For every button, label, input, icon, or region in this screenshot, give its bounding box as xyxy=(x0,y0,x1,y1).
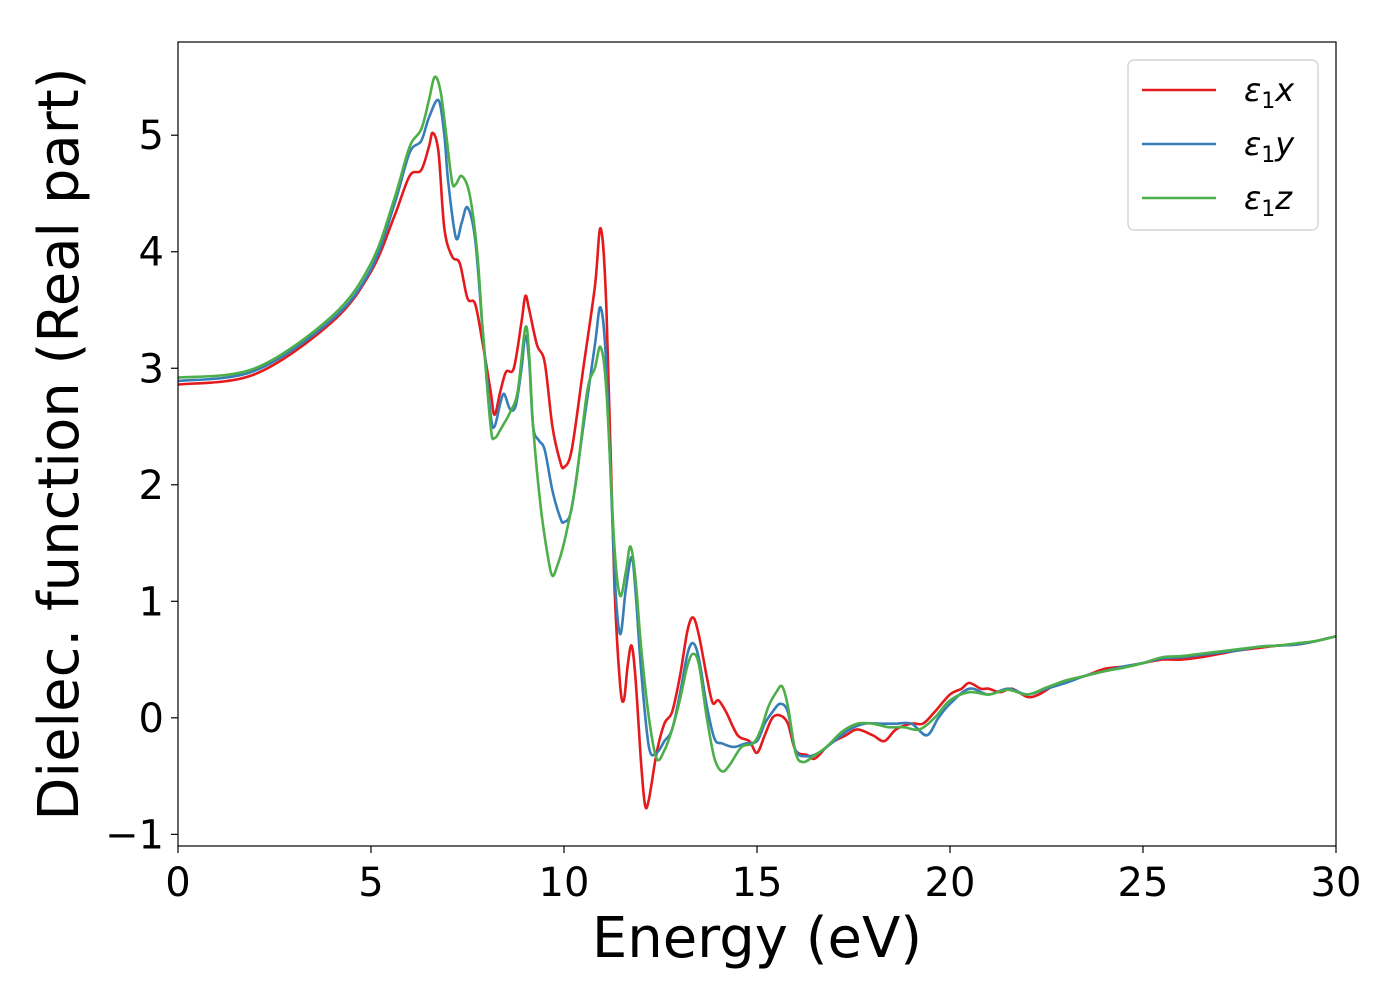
legend-subscript: 1 xyxy=(1261,143,1275,168)
legend-box xyxy=(1127,59,1319,231)
x-tick-label: 0 xyxy=(165,860,190,906)
x-tick-label: 20 xyxy=(925,860,976,906)
y-tick-label: 3 xyxy=(139,346,164,392)
legend-subscript: 1 xyxy=(1261,89,1275,114)
x-axis-ticks: 0 5 10 15 20 25 30 xyxy=(165,846,1361,906)
y-tick-label: 1 xyxy=(139,579,164,625)
legend-component: z xyxy=(1274,179,1293,217)
legend-component: x xyxy=(1274,71,1295,109)
series-line-x xyxy=(177,131,1337,810)
x-tick-label: 30 xyxy=(1311,860,1362,906)
x-tick-label: 15 xyxy=(732,860,783,906)
x-tick-label: 10 xyxy=(539,860,590,906)
x-tick-label: 25 xyxy=(1118,860,1169,906)
x-axis-title: Energy (eV) xyxy=(592,906,922,971)
legend-epsilon: ε xyxy=(1244,125,1261,163)
legend-label-z: ε1z xyxy=(1244,179,1293,222)
legend-label-x: ε1x xyxy=(1244,71,1295,114)
y-axis-title: Dielec. function (Real part) xyxy=(27,67,92,820)
series-layer xyxy=(177,75,1337,810)
series-line-z xyxy=(177,75,1337,773)
y-tick-label: 0 xyxy=(139,696,164,742)
y-tick-label: 4 xyxy=(139,230,164,276)
x-tick-label: 5 xyxy=(358,860,383,906)
legend-label-y: ε1y xyxy=(1244,125,1295,168)
legend-subscript: 1 xyxy=(1261,197,1275,222)
legend-component: y xyxy=(1274,125,1295,163)
y-tick-label: 2 xyxy=(139,463,164,509)
legend-epsilon: ε xyxy=(1244,179,1261,217)
y-axis-ticks: −1 0 1 2 3 4 5 xyxy=(105,113,178,858)
legend-epsilon: ε xyxy=(1244,71,1261,109)
y-tick-label: 5 xyxy=(139,113,164,159)
y-tick-label: −1 xyxy=(105,812,164,858)
